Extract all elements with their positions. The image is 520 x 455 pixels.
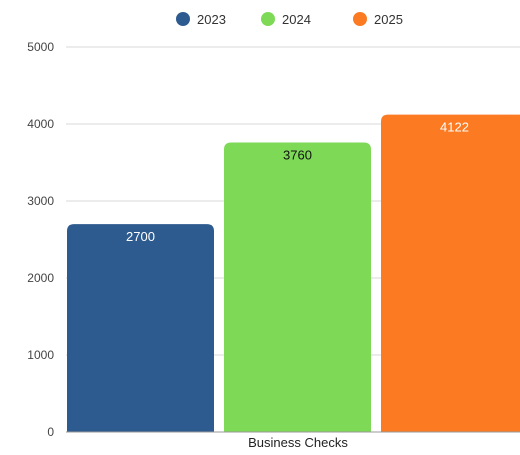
data-label-2025: 4122 (440, 120, 469, 135)
legend-swatch (261, 12, 275, 26)
bars (67, 114, 520, 433)
y-tick-label: 0 (47, 425, 54, 439)
legend-swatch (176, 12, 190, 26)
legend-item-2023[interactable]: 2023 (176, 12, 226, 27)
data-label-2023: 2700 (126, 229, 155, 244)
legend-label: 2024 (282, 12, 311, 27)
y-tick-label: 1000 (27, 348, 54, 362)
y-tick-label: 3000 (27, 194, 54, 208)
legend-label: 2023 (197, 12, 226, 27)
legend: 2023 2024 2025 (176, 12, 403, 27)
data-label-2024: 3760 (283, 147, 312, 162)
legend-item-2025[interactable]: 2025 (353, 12, 403, 27)
legend-item-2024[interactable]: 2024 (261, 12, 311, 27)
bar-2025 (381, 114, 520, 432)
y-axis: 0 1000 2000 3000 4000 5000 (27, 40, 54, 439)
y-tick-label: 4000 (27, 117, 54, 131)
data-labels: 2700 3760 4122 (126, 120, 469, 244)
legend-swatch (353, 12, 367, 26)
bar-2023 (67, 224, 214, 432)
y-tick-label: 2000 (27, 271, 54, 285)
bar-2024 (224, 142, 371, 433)
category-label: Business Checks (248, 435, 348, 450)
y-tick-label: 5000 (27, 40, 54, 54)
legend-label: 2025 (374, 12, 403, 27)
